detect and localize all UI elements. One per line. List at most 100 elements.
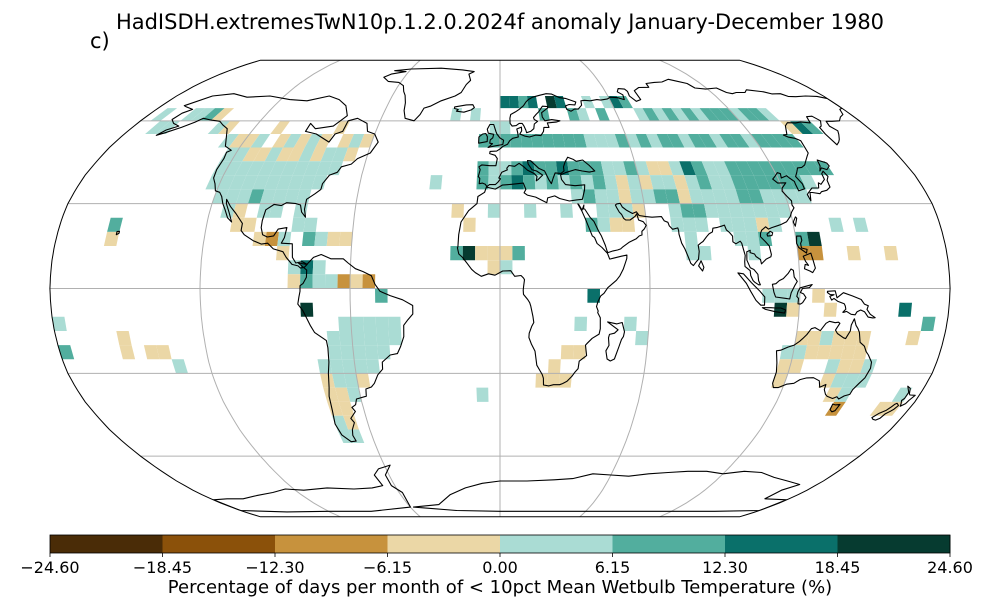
anomaly-cell — [107, 217, 123, 232]
anomaly-cell — [804, 345, 820, 360]
colorbar-tick-label: 24.60 — [927, 558, 973, 577]
colorbar-segment — [162, 535, 276, 553]
anomaly-cell — [248, 189, 265, 204]
anomaly-cell — [509, 96, 519, 109]
anomaly-cell — [242, 217, 257, 232]
anomaly-cell — [595, 108, 610, 121]
anomaly-cell — [612, 161, 627, 176]
anomaly-cell — [723, 189, 740, 204]
anomaly-cell — [756, 108, 780, 121]
anomaly-cell — [869, 401, 892, 416]
anomaly-cell — [794, 231, 810, 246]
anomaly-cell — [576, 108, 590, 121]
anomaly-cell — [776, 203, 792, 218]
anomaly-cell — [337, 274, 351, 289]
anomaly-cell — [337, 134, 354, 148]
anomaly-cell — [356, 373, 371, 388]
colorbar-tick-label: −18.45 — [132, 558, 193, 577]
anomaly-cell — [328, 345, 342, 360]
anomaly-cell — [645, 161, 662, 176]
anomaly-cell — [312, 274, 326, 289]
anomaly-cell — [840, 345, 857, 360]
anomaly-cell — [320, 373, 335, 388]
anomaly-cell — [315, 161, 332, 176]
anomaly-cell — [752, 203, 768, 218]
anomaly-cell — [556, 161, 570, 176]
anomaly-cell — [604, 134, 620, 148]
anomaly-cell — [692, 203, 707, 218]
anomaly-cell — [828, 345, 844, 360]
coastline — [737, 272, 766, 306]
anomaly-cell — [343, 415, 359, 430]
anomaly-cell — [680, 203, 695, 218]
anomaly-cell — [794, 189, 812, 204]
anomaly-cell — [302, 231, 316, 246]
anomaly-cell — [699, 108, 720, 121]
anomaly-cell — [802, 161, 823, 176]
anomaly-cell — [652, 108, 670, 121]
anomaly-cell — [780, 161, 800, 176]
anomaly-cell — [846, 246, 861, 261]
anomaly-cell — [145, 120, 171, 134]
anomaly-cell — [841, 373, 861, 388]
anomaly-cell — [375, 316, 389, 331]
anomaly-cell — [634, 161, 650, 176]
anomaly-cell — [698, 134, 717, 148]
anomaly-cell — [320, 147, 338, 162]
anomaly-cell — [339, 331, 353, 346]
anomaly-cell — [617, 189, 632, 204]
anomaly-cell — [807, 331, 822, 346]
anomaly-cell — [690, 161, 708, 176]
anomaly-cell — [668, 203, 683, 218]
anomaly-cell — [740, 203, 756, 218]
anomaly-cell — [759, 189, 776, 204]
anomaly-cell — [747, 246, 762, 261]
anomaly-cell — [252, 175, 270, 190]
anomaly-cell — [653, 189, 668, 204]
anomaly-cell — [531, 134, 544, 148]
anomaly-cell — [338, 316, 352, 331]
anomaly-cell — [755, 217, 771, 232]
anomaly-cell — [534, 175, 548, 190]
anomaly-cell — [217, 175, 235, 190]
coastline — [297, 253, 414, 443]
anomaly-cell — [831, 331, 847, 346]
anomaly-cell — [552, 134, 566, 148]
anomaly-cell — [518, 96, 529, 109]
anomaly-cell — [287, 147, 305, 162]
coastline — [412, 470, 801, 512]
anomaly-cell — [574, 316, 588, 331]
anomaly-cell — [475, 246, 488, 261]
colorbar-segment — [725, 535, 838, 553]
anomaly-cell — [746, 161, 765, 176]
anomaly-cell — [298, 147, 316, 162]
anomaly-cell — [327, 161, 344, 176]
anomaly-cell — [246, 161, 265, 176]
anomaly-cell — [272, 134, 292, 148]
anomaly-cell — [284, 189, 300, 204]
anomaly-cell — [300, 274, 313, 289]
coastline — [761, 307, 787, 314]
anomaly-cell — [750, 134, 772, 148]
anomaly-cell — [771, 134, 793, 148]
colorbar-tick-label: −24.60 — [20, 558, 80, 577]
anomaly-cell — [388, 331, 402, 346]
anomaly-cell — [350, 316, 364, 331]
anomaly-cell — [718, 108, 740, 121]
anomaly-cell — [661, 108, 680, 121]
anomaly-cell — [694, 217, 709, 232]
anomaly-cell — [281, 161, 299, 176]
anomaly-cell — [344, 373, 359, 388]
coastline — [772, 318, 873, 400]
anomaly-cell — [264, 175, 282, 190]
anomaly-cell — [315, 134, 333, 148]
anomaly-cell — [891, 387, 913, 402]
anomaly-cell — [317, 359, 332, 374]
anomaly-cell — [293, 203, 308, 218]
anomaly-cell — [609, 217, 623, 232]
anomaly-cell — [548, 359, 561, 374]
anomaly-cell — [309, 147, 327, 162]
anomaly-cell — [719, 134, 739, 148]
anomaly-cell — [541, 134, 555, 148]
anomaly-cell — [746, 108, 770, 121]
